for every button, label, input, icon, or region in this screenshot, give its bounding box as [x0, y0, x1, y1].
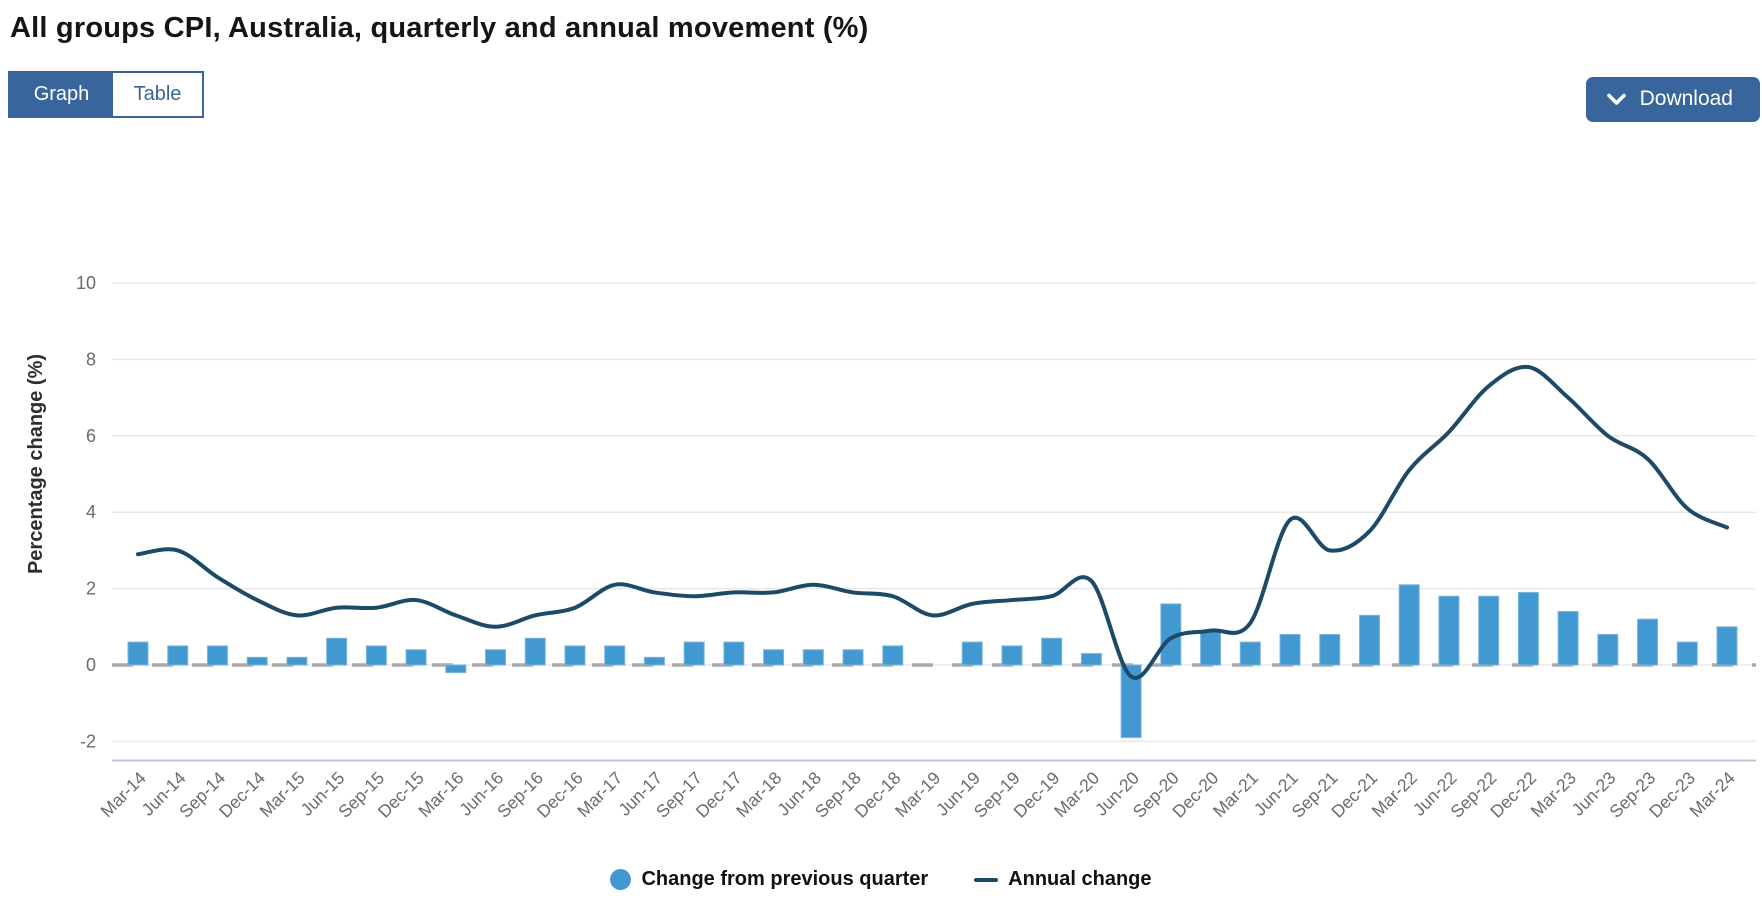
x-tick-label: Mar-15 [255, 768, 308, 821]
quarterly-change-bar[interactable] [1557, 611, 1579, 666]
quarterly-change-bar[interactable] [1319, 633, 1341, 666]
quarterly-change-bar[interactable] [1398, 584, 1420, 666]
graph-tab-button[interactable]: Graph [10, 73, 113, 116]
y-tick-label: 4 [86, 502, 96, 522]
quarterly-change-bar[interactable] [246, 656, 268, 666]
x-tick-label: Mar-24 [1685, 768, 1739, 822]
download-button-label: Download [1639, 87, 1733, 110]
quarterly-change-bar[interactable] [1716, 626, 1738, 666]
y-tick-label: 10 [76, 273, 96, 293]
x-tick-label: Mar-22 [1368, 768, 1421, 821]
quarterly-change-bar[interactable] [604, 645, 626, 666]
quarterly-change-bar[interactable] [1597, 633, 1619, 666]
quarterly-change-bar[interactable] [1478, 595, 1500, 666]
quarterly-change-bar[interactable] [1438, 595, 1460, 666]
quarterly-change-bar[interactable] [1637, 618, 1659, 666]
quarterly-change-bar[interactable] [206, 645, 228, 666]
chevron-down-icon [1606, 93, 1626, 105]
quarterly-change-bar[interactable] [1517, 591, 1539, 666]
quarterly-change-bar[interactable] [524, 637, 546, 666]
x-tick-label: Mar-16 [414, 768, 467, 821]
cpi-combination-chart[interactable]: 1086420-2Mar-14Jun-14Sep-14Dec-14Mar-15J… [0, 234, 1762, 856]
quarterly-change-bar[interactable] [365, 645, 387, 666]
legend-item-quarterly-change[interactable]: Change from previous quarter [610, 868, 928, 891]
x-tick-label: Mar-17 [573, 768, 626, 821]
legend-item-annual-change[interactable]: Annual change [974, 868, 1152, 891]
quarterly-change-bar[interactable] [1001, 645, 1023, 666]
y-tick-label: 2 [86, 579, 96, 599]
x-tick-label: Mar-23 [1527, 768, 1580, 821]
x-tick-label: Mar-18 [732, 768, 785, 821]
quarterly-change-bar[interactable] [1239, 641, 1261, 666]
bar-series-marker-icon [610, 869, 632, 890]
x-tick-label: Mar-14 [96, 768, 150, 822]
y-tick-label: 8 [86, 349, 96, 369]
quarterly-change-bar[interactable] [802, 649, 824, 666]
page-title: All groups CPI, Australia, quarterly and… [10, 12, 869, 44]
download-button[interactable]: Download [1585, 77, 1760, 122]
quarterly-change-bar[interactable] [763, 649, 785, 666]
y-tick-label: -2 [80, 731, 96, 751]
y-tick-label: 0 [86, 655, 96, 675]
graph-table-toggle: Graph Table [8, 71, 204, 118]
quarterly-change-bar[interactable] [723, 641, 745, 666]
quarterly-change-bar[interactable] [485, 649, 507, 666]
y-tick-label: 6 [86, 426, 96, 446]
quarterly-change-bar[interactable] [564, 645, 586, 666]
quarterly-change-bar[interactable] [1120, 664, 1142, 739]
table-tab-button[interactable]: Table [113, 73, 202, 116]
quarterly-change-bar[interactable] [961, 641, 983, 666]
quarterly-change-bar[interactable] [1279, 633, 1301, 666]
quarterly-change-bar[interactable] [286, 656, 308, 666]
quarterly-change-bar[interactable] [1041, 637, 1063, 666]
quarterly-change-bar[interactable] [683, 641, 705, 666]
quarterly-change-bar[interactable] [842, 649, 864, 666]
y-axis-title: Percentage change (%) [25, 354, 47, 574]
legend-label-quarterly: Change from previous quarter [641, 868, 929, 890]
quarterly-change-bar[interactable] [326, 637, 348, 666]
quarterly-change-bar[interactable] [1676, 641, 1698, 666]
line-series-marker-icon [974, 877, 999, 882]
x-tick-label: Mar-20 [1050, 768, 1104, 822]
legend-label-annual: Annual change [1008, 868, 1152, 890]
quarterly-change-bar[interactable] [1200, 630, 1222, 666]
x-tick-label: Mar-19 [891, 768, 944, 821]
chart-legend: Change from previous quarter Annual chan… [0, 868, 1762, 891]
quarterly-change-bar[interactable] [882, 645, 904, 666]
quarterly-change-bar[interactable] [405, 649, 427, 666]
x-tick-label: Mar-21 [1209, 768, 1262, 821]
quarterly-change-bar[interactable] [1358, 614, 1380, 666]
toolbar: Graph Table Download [8, 71, 1760, 122]
quarterly-change-bar[interactable] [1080, 653, 1102, 666]
quarterly-change-bar[interactable] [643, 656, 665, 666]
quarterly-change-bar[interactable] [127, 641, 149, 666]
quarterly-change-bar[interactable] [167, 645, 189, 666]
quarterly-change-bar[interactable] [445, 664, 467, 674]
annual-change-line[interactable] [136, 364, 1729, 680]
